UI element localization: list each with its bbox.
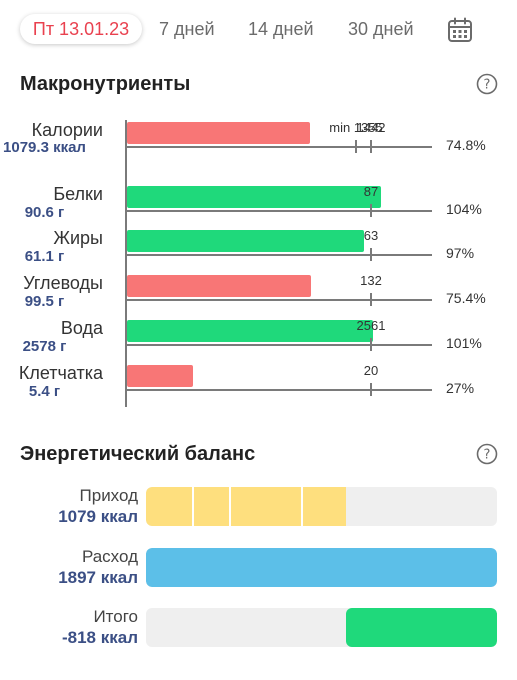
target-label: 2561 (356, 318, 386, 333)
nutrient-bar (127, 275, 311, 297)
nutrient-bar (127, 365, 193, 387)
tab-14-days[interactable]: 14 дней (248, 19, 314, 39)
nutrient-bar (127, 186, 381, 208)
target-label: 1442 (356, 120, 386, 135)
chart-axis (125, 120, 127, 407)
nutrient-row: Вода 2578 г 2561 101% (0, 318, 517, 363)
segment-divider (229, 487, 231, 526)
energy-value: -818 ккал (61, 628, 138, 647)
percent-label: 27% (446, 380, 475, 396)
nutrient-value: 99.5 г (24, 293, 65, 310)
nutrient-value: 90.6 г (24, 204, 65, 221)
percent-label: 75.4% (446, 290, 486, 306)
svg-text:?: ? (484, 448, 491, 463)
min-label: min 1355 (329, 120, 383, 135)
target-tick (370, 338, 372, 351)
nutrient-name: Углеводы (23, 273, 103, 293)
target-tick (370, 248, 372, 261)
percent-label: 97% (446, 245, 475, 261)
energy-fill (346, 608, 497, 647)
target-tick (370, 140, 372, 153)
percent-label: 104% (446, 201, 482, 217)
nutrient-name: Клетчатка (18, 363, 103, 383)
min-tick (355, 140, 357, 153)
calendar-icon[interactable] (447, 17, 473, 43)
energy-track (146, 548, 497, 587)
target-track (127, 389, 432, 391)
target-label: 63 (363, 228, 379, 243)
target-label: 132 (360, 273, 382, 288)
nutrient-bar (127, 230, 364, 252)
nutrient-bar (127, 320, 373, 342)
nutrient-value: 61.1 г (24, 248, 65, 265)
energy-label: Расход (81, 547, 138, 566)
target-track (127, 344, 432, 346)
energy-fill (146, 487, 346, 526)
help-icon[interactable]: ? (476, 443, 498, 465)
target-tick (370, 204, 372, 217)
segment-divider (192, 487, 194, 526)
nutrient-value: 2578 г (22, 338, 67, 355)
tab-7-days[interactable]: 7 дней (159, 19, 215, 39)
energy-fill (146, 548, 497, 587)
nutrient-row: Белки 90.6 г 87 104% (0, 184, 517, 229)
target-track (127, 254, 432, 256)
nutrient-name: Вода (60, 318, 103, 338)
energy-track (146, 608, 497, 647)
energy-label: Приход (79, 486, 138, 505)
macro-section-title: Макронутриенты (20, 73, 191, 95)
energy-value: 1897 ккал (58, 568, 138, 587)
nutrient-value: 5.4 г (28, 383, 61, 400)
segment-divider (301, 487, 303, 526)
nutrient-name: Жиры (53, 228, 103, 248)
period-tabs: Пт 13.01.23 7 дней 14 дней 30 дней (0, 0, 517, 58)
target-label: 20 (363, 363, 379, 378)
target-track (127, 210, 432, 212)
macronutrient-chart: Калории 1079.3 ккал 1442 min 1355 74.8% Белки… (0, 110, 517, 410)
nutrient-row: Жиры 61.1 г 63 97% (0, 228, 517, 273)
tab-30-days[interactable]: 30 дней (348, 19, 414, 39)
tab-today[interactable]: Пт 13.01.23 (20, 14, 142, 44)
energy-label: Итого (93, 607, 138, 626)
target-track (127, 299, 432, 301)
energy-section-title: Энергетический баланс (20, 443, 256, 465)
target-track (127, 146, 432, 148)
nutrient-name: Белки (53, 184, 103, 204)
target-tick (370, 293, 372, 306)
target-tick (370, 383, 372, 396)
help-icon[interactable]: ? (476, 73, 498, 95)
svg-text:?: ? (484, 78, 491, 93)
nutrient-name: Калории (31, 120, 103, 140)
energy-value: 1079 ккал (58, 507, 138, 526)
nutrient-bar (127, 122, 310, 144)
nutrient-value: 1079.3 ккал (3, 139, 86, 156)
percent-label: 101% (446, 335, 482, 351)
nutrient-row: Калории 1079.3 ккал 1442 min 1355 74.8% (0, 120, 517, 165)
percent-label: 74.8% (446, 137, 486, 153)
energy-track (146, 487, 497, 526)
nutrient-row: Клетчатка 5.4 г 20 27% (0, 363, 517, 408)
target-label: 87 (363, 184, 379, 199)
nutrient-row: Углеводы 99.5 г 132 75.4% (0, 273, 517, 318)
